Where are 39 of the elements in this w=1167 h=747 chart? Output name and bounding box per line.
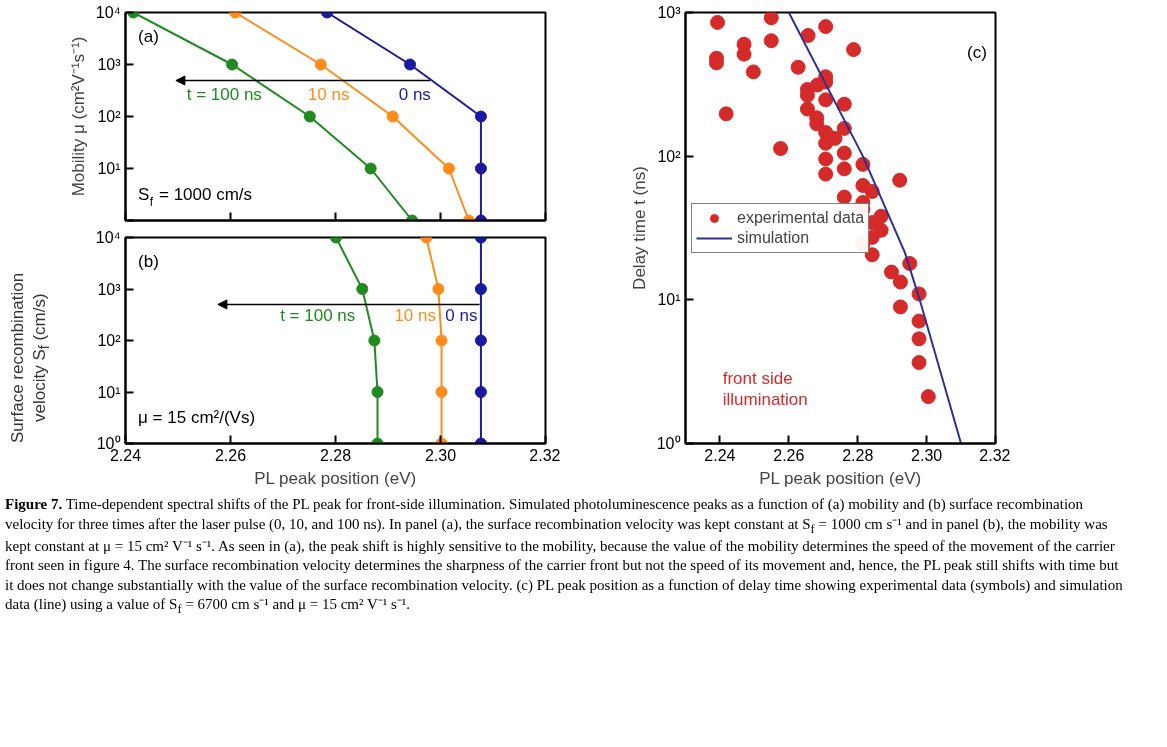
x-tick-label: 2.28 (842, 446, 874, 464)
x-tick-label: 2.26 (214, 446, 247, 464)
y-tick-label: 10² (657, 147, 682, 165)
annotation: (b) (138, 251, 159, 271)
y-tick-label: 10³ (97, 280, 122, 298)
x-tick-label: 2.24 (704, 446, 736, 464)
caption: Figure 7. (5, 496, 63, 512)
annotation: 0 ns (398, 84, 431, 104)
legend-label: experimental data (737, 208, 865, 227)
y-tick-label: 10⁰ (656, 435, 681, 452)
annotation: 0 ns (445, 306, 478, 326)
x-axis-title: PL peak position (eV) (254, 468, 417, 488)
annotation: (c) (966, 42, 987, 62)
y-tick-label: 10² (97, 332, 122, 349)
annotation: 10 ns (394, 306, 436, 326)
annotation: front side illumination (722, 368, 808, 410)
y-tick-label: 10³ (97, 56, 122, 73)
y-axis-title: Mobility μ (cm²V⁻¹s⁻¹) (68, 36, 88, 197)
y-tick-label: 10⁴ (95, 229, 121, 246)
annotation: (a) (138, 27, 159, 47)
x-tick-label: 2.26 (773, 446, 805, 464)
y-tick-label: 10² (97, 108, 122, 125)
x-tick-label: 2.30 (911, 446, 943, 464)
legend-label: simulation (737, 228, 810, 247)
annotation: 10 ns (307, 84, 350, 104)
annotation: μ = 15 cm²/(Vs) (138, 408, 256, 428)
x-tick-label: 2.32 (979, 446, 1011, 464)
y-tick-label: 10⁴ (95, 4, 121, 21)
y-tick-label: 10¹ (97, 160, 121, 177)
annotation: t = 100 ns (280, 306, 356, 326)
y-axis-title: Delay time t (ns) (629, 166, 649, 290)
y-tick-label: 10³ (657, 4, 682, 21)
x-axis-title: PL peak position (eV) (759, 468, 922, 488)
x-tick-label: 2.30 (424, 446, 457, 464)
y-tick-label: 10¹ (97, 383, 121, 401)
annotation: t = 100 ns (186, 84, 262, 104)
x-tick-label: 2.32 (529, 446, 561, 464)
x-tick-label: 2.28 (319, 446, 352, 464)
y-tick-label: 10¹ (657, 291, 681, 309)
